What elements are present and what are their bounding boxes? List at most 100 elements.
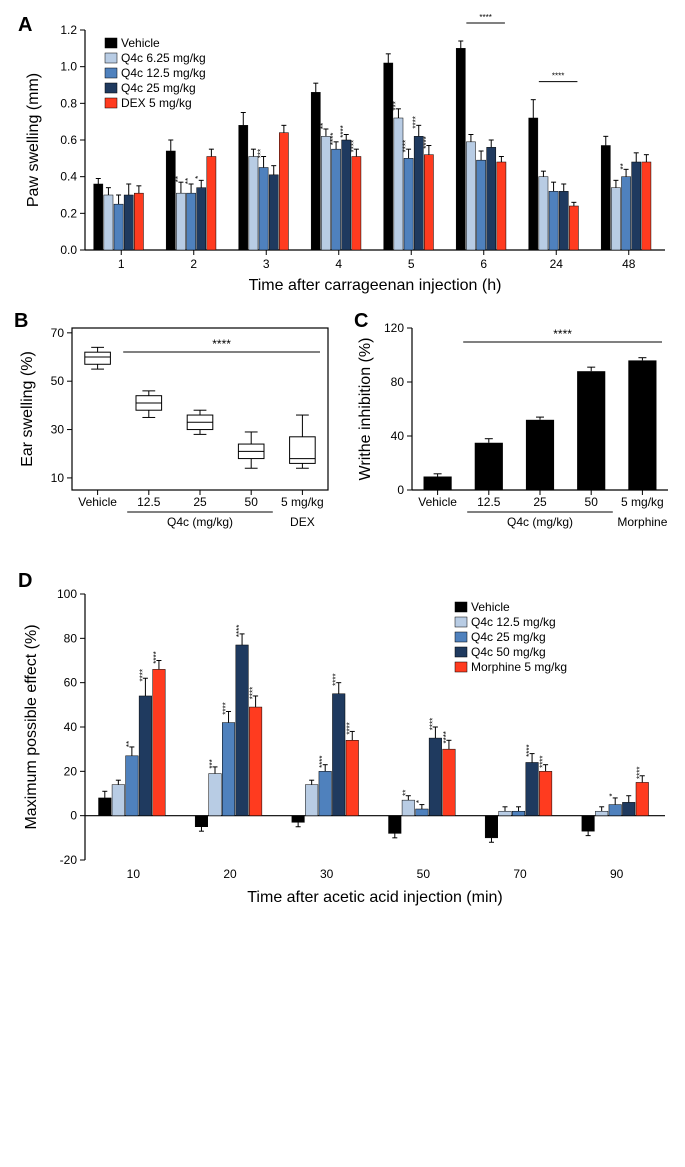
svg-text:0: 0 [70,809,77,823]
svg-text:Q4c 12.5 mg/kg: Q4c 12.5 mg/kg [121,66,206,80]
svg-text:Q4c (mg/kg): Q4c (mg/kg) [507,515,573,529]
svg-text:70: 70 [513,867,527,881]
svg-text:40: 40 [64,720,78,734]
svg-text:Q4c (mg/kg): Q4c (mg/kg) [167,515,233,529]
svg-text:****: **** [428,718,437,730]
svg-text:25: 25 [533,495,547,509]
svg-text:Vehicle: Vehicle [418,495,457,509]
svg-text:0.8: 0.8 [60,96,77,110]
svg-text:Morphine: Morphine [617,515,667,529]
svg-text:50: 50 [585,495,599,509]
panel-c-label: C [354,310,368,333]
svg-text:Vehicle: Vehicle [78,495,117,509]
svg-text:5 mg/kg: 5 mg/kg [281,495,324,509]
svg-text:****: **** [318,755,327,767]
panel-b-chart: 10 30 50 70 Ear swelling (%) Vehicle 12.5 25 50 5… [10,310,340,560]
svg-text:30: 30 [51,423,65,437]
svg-text:Vehicle: Vehicle [121,36,160,50]
svg-text:30: 30 [320,867,334,881]
svg-text:****: **** [402,140,411,152]
svg-text:**: ** [401,790,410,796]
svg-text:10: 10 [51,471,65,485]
svg-text:Ear swelling (%): Ear swelling (%) [19,351,36,467]
svg-text:Paw swelling (mm): Paw swelling (mm) [25,73,42,207]
svg-text:****: **** [422,136,431,148]
svg-text:****: **** [212,337,231,351]
svg-text:60: 60 [64,676,78,690]
panel-d-chart: -20 0 20 40 60 80 100 Maximum possible effect (… [10,570,675,910]
svg-text:3: 3 [263,257,270,271]
svg-text:0: 0 [397,483,404,497]
svg-text:*: * [194,176,203,179]
svg-text:50: 50 [51,374,65,388]
svg-text:80: 80 [391,375,405,389]
panel-d: D -20 0 20 40 60 80 100 Maximum possible effect… [10,570,675,910]
svg-text:****: **** [345,722,354,734]
svg-text:DEX 5 mg/kg: DEX 5 mg/kg [121,96,192,110]
svg-text:**: ** [184,178,193,184]
svg-text:70: 70 [51,326,65,340]
svg-text:****: **** [539,755,548,767]
svg-text:*: * [415,800,424,803]
svg-text:12.5: 12.5 [137,495,161,509]
panel-c: C 04080120Writhe inhibition (%)Vehicle12… [350,310,680,560]
svg-text:Morphine 5 mg/kg: Morphine 5 mg/kg [471,660,567,674]
svg-text:Vehicle: Vehicle [471,600,510,614]
svg-text:100: 100 [57,587,77,601]
panel-b-label: B [14,310,28,333]
svg-text:Q4c 25 mg/kg: Q4c 25 mg/kg [121,81,196,95]
svg-text:80: 80 [64,631,78,645]
svg-text:90: 90 [610,867,624,881]
svg-text:***: *** [257,149,266,158]
svg-text:**: ** [319,123,328,129]
svg-text:2: 2 [190,257,197,271]
svg-text:Time after carrageenan injecti: Time after carrageenan injection (h) [249,277,502,294]
svg-text:25: 25 [193,495,207,509]
panel-d-label: D [18,570,32,593]
svg-text:****: **** [442,731,451,743]
svg-text:0.0: 0.0 [60,243,77,257]
svg-text:48: 48 [622,257,636,271]
panel-c-chart: 04080120Writhe inhibition (%)Vehicle12.5… [350,310,680,560]
svg-text:****: **** [553,327,572,341]
svg-text:-20: -20 [60,853,78,867]
svg-text:0.6: 0.6 [60,133,77,147]
svg-text:****: **** [222,702,231,714]
svg-text:10: 10 [127,867,141,881]
figure: A 0.00.20.40.60.81.01.2Paw swelling (mm)… [10,10,675,910]
svg-text:20: 20 [64,764,78,778]
svg-text:50: 50 [245,495,259,509]
svg-text:Maximum possible effect (%): Maximum possible effect (%) [23,624,40,829]
svg-text:****: **** [152,651,161,663]
svg-text:****: **** [339,125,348,137]
svg-text:Writhe inhibition (%): Writhe inhibition (%) [357,338,374,481]
svg-text:40: 40 [391,429,405,443]
svg-text:Time after acetic acid injecti: Time after acetic acid injection (min) [247,889,503,906]
svg-text:Q4c 12.5 mg/kg: Q4c 12.5 mg/kg [471,615,556,629]
svg-text:Q4c 50 mg/kg: Q4c 50 mg/kg [471,645,546,659]
panel-a-chart: 0.00.20.40.60.81.01.2Paw swelling (mm)1*… [10,10,675,300]
svg-text:1.0: 1.0 [60,60,77,74]
svg-text:0.4: 0.4 [60,170,77,184]
svg-text:4: 4 [335,257,342,271]
svg-text:5: 5 [408,257,415,271]
svg-text:20: 20 [223,867,237,881]
svg-text:****: **** [329,133,338,145]
svg-text:****: **** [479,13,491,22]
svg-text:120: 120 [384,321,404,335]
svg-text:6: 6 [480,257,487,271]
svg-text:****: **** [138,669,147,681]
svg-text:24: 24 [550,257,564,271]
svg-text:1: 1 [118,257,125,271]
svg-text:50: 50 [417,867,431,881]
svg-text:1.2: 1.2 [60,23,77,37]
svg-text:Q4c 6.25 mg/kg: Q4c 6.25 mg/kg [121,51,206,65]
svg-text:***: *** [391,101,400,110]
svg-text:****: **** [552,72,564,81]
svg-text:**: ** [125,741,134,747]
svg-text:**: ** [619,163,628,169]
panel-a-label: A [18,14,32,37]
svg-text:****: **** [235,625,244,637]
svg-text:****: **** [635,767,644,779]
svg-text:****: **** [349,140,358,152]
